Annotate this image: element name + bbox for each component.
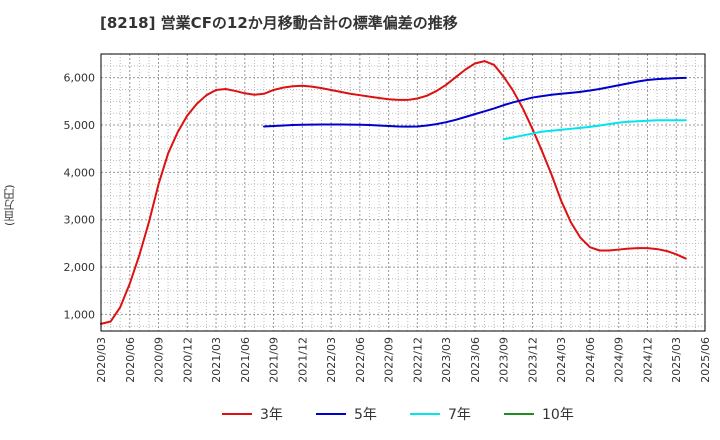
y-tick-label: 6,000: [64, 72, 96, 85]
x-tick-label: 2024/03: [555, 337, 568, 383]
series-lines: [100, 60, 687, 325]
x-tick-label: 2022/12: [411, 337, 424, 383]
x-tick-label: 2020/03: [95, 337, 108, 383]
legend-item-7y[interactable]: 7年: [410, 402, 471, 426]
x-tick-label: 2021/06: [239, 337, 252, 383]
legend-item-5y[interactable]: 5年: [316, 402, 377, 426]
x-tick-label: 2025/03: [670, 337, 683, 383]
y-tick-labels: 1,000 2,000 3,000 4,000 5,000 6,000: [64, 72, 96, 322]
legend-item-3y[interactable]: 3年: [222, 402, 283, 426]
legend-swatch-5y: [316, 413, 346, 415]
series-line-2: [502, 119, 687, 141]
legend-label-5y: 5年: [354, 407, 377, 423]
x-tick-label: 2020/06: [124, 337, 137, 383]
series-line-1: [262, 76, 687, 128]
legend-label-3y: 3年: [260, 407, 283, 423]
y-tick-label: 5,000: [64, 119, 96, 132]
grid-lines: [101, 54, 705, 331]
x-tick-labels: 2020/03 2020/06 2020/09 2020/12 2021/03 2021/…: [95, 337, 712, 383]
chart-title: [8218] 営業CFの12か月移動合計の標準偏差の推移: [100, 14, 458, 32]
x-tick-label: 2023/06: [469, 337, 482, 383]
y-tick-label: 1,000: [64, 308, 96, 321]
x-tick-label: 2020/12: [181, 337, 194, 383]
legend-swatch-3y: [222, 413, 252, 415]
legend-swatch-7y: [410, 413, 440, 415]
plot-area: [101, 54, 705, 331]
x-tick-label: 2024/09: [613, 337, 626, 383]
x-tick-label: 2022/09: [383, 337, 396, 383]
x-tick-label: 2022/06: [354, 337, 367, 383]
plot-frame: [100, 53, 706, 332]
x-tick-label: 2024/12: [641, 337, 654, 383]
legend-label-7y: 7年: [448, 407, 471, 423]
x-tick-label: 2021/12: [296, 337, 309, 383]
x-tick-label: 2020/09: [153, 337, 166, 383]
x-tick-label: 2021/09: [268, 337, 281, 383]
y-tick-label: 2,000: [64, 261, 96, 274]
legend-item-10y[interactable]: 10年: [504, 402, 574, 426]
x-tick-label: 2023/12: [526, 337, 539, 383]
legend-swatch-10y: [504, 413, 534, 415]
series-line-0: [100, 60, 687, 325]
x-tick-label: 2022/03: [325, 337, 338, 383]
y-tick-label: 4,000: [64, 166, 96, 179]
legend: 3年 5年 7年 10年: [0, 402, 720, 426]
x-tick-label: 2023/03: [440, 337, 453, 383]
y-tick-label: 3,000: [64, 214, 96, 227]
legend-label-10y: 10年: [542, 407, 574, 423]
x-tick-label: 2024/06: [584, 337, 597, 383]
x-tick-label: 2021/03: [210, 337, 223, 383]
x-tick-label: 2025/06: [699, 337, 712, 383]
x-tick-label: 2023/09: [498, 337, 511, 383]
